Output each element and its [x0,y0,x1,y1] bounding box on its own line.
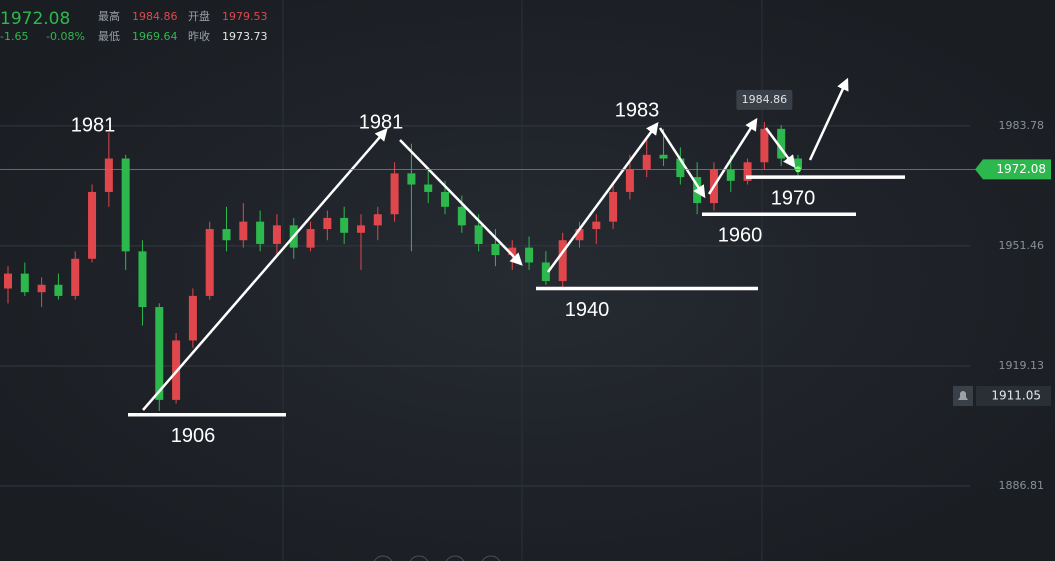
prev: 1973.73 [222,30,268,43]
candle-body [441,191,450,207]
candle-body [373,214,382,226]
candle-body [239,221,248,241]
peak-label: 1981 [359,111,404,133]
candle-body [356,225,365,233]
candle-body [659,154,668,159]
candle-body [155,307,164,400]
candle-body [222,229,231,241]
candle-body [625,169,634,192]
candle-body [743,162,752,181]
prev-label: 昨收 [188,29,210,43]
arrow [764,127,796,169]
candle-body [272,225,281,244]
candle-body [525,247,534,263]
max-marker-box [736,89,793,110]
high: 1984.86 [132,10,178,23]
price: 1972.08 [0,9,70,29]
candle-body [760,128,769,163]
candle-body [390,173,399,215]
alert-icon [958,390,968,400]
candle-body [306,229,315,248]
candle-body [457,206,466,226]
arrows [142,77,849,411]
candle-body [71,258,80,296]
peak-label: 1981 [71,114,116,136]
candle-body [37,284,46,293]
y-tick-label: 1951.46 [999,239,1045,252]
high-label: 最高 [98,9,120,23]
support-label: 1960 [718,225,763,247]
max-marker: 1984.86 [742,93,788,106]
candle-body [323,217,332,230]
arrow [399,139,523,266]
last-price-tag-bg [975,159,1051,180]
candle-body [592,221,601,230]
candle-body [474,225,483,244]
support-label: 1906 [171,425,216,447]
button[interactable] [373,555,393,561]
candle-body [794,158,802,170]
candle-body [541,262,550,282]
arrow [808,77,849,161]
candle-body [407,173,416,185]
button[interactable] [445,555,465,561]
candle-body [340,217,349,233]
arrow [546,121,659,273]
candle-body [508,247,517,256]
candle-body [777,128,786,159]
candle-body [726,169,735,181]
candle-body [20,273,29,293]
support-label: 1940 [565,299,610,321]
candle-body [188,295,197,341]
low-label: 最低 [98,30,120,43]
candle-body [558,240,567,282]
candle-body [205,229,214,296]
y-tick-label: 1886.81 [999,479,1045,492]
open-label: 开盘 [188,9,210,23]
change-pct: -0.08% [46,30,85,43]
candle-body [424,184,433,192]
candle-body [256,221,265,244]
bottom-buttons [373,555,501,561]
y-tick-label: 1983.78 [999,119,1045,132]
alert-tag: 1911.05 [991,388,1041,402]
alert-tag-bg [976,385,1051,406]
candle-body [88,191,97,259]
candle-body [642,154,651,170]
low: 1969.64 [132,30,178,43]
candle-body [121,158,130,252]
button[interactable] [481,555,501,561]
y-tick-label: 1919.13 [999,359,1045,372]
candle-body [575,229,584,241]
candle-body [54,284,63,296]
open: 1979.53 [222,10,268,23]
arrow [707,117,758,195]
arrow [142,128,388,411]
last-price-tag: 1972.08 [996,162,1046,176]
button[interactable] [409,555,429,561]
candle-body [138,251,147,308]
candle-body [491,243,500,256]
peak-label: 1983 [615,99,660,121]
candle-body [609,191,618,222]
arrow [658,127,706,199]
support-label: 1970 [771,187,816,209]
candle-body [676,158,685,178]
candle-body [4,273,12,289]
candle-body [104,158,113,192]
change: -1.65 [0,30,28,43]
